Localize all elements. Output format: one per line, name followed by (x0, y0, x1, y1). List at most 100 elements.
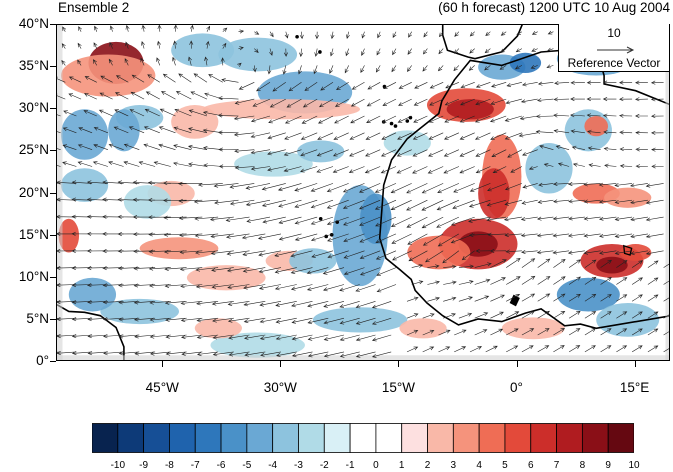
wind-vector (306, 284, 329, 291)
wind-vector (115, 75, 129, 83)
wind-vector (252, 98, 271, 107)
wind-vector (233, 115, 255, 121)
wind-vector (392, 31, 397, 39)
wind-vector (57, 301, 61, 302)
wind-vector (261, 183, 286, 191)
wind-vector (323, 334, 345, 341)
wind-vector (500, 31, 507, 36)
wind-vector (163, 198, 187, 203)
wind-vector (68, 93, 82, 100)
wind-vector (144, 108, 160, 117)
wind-vector (392, 250, 412, 261)
wind-vector (412, 149, 428, 157)
anomaly-shading (289, 248, 337, 274)
wind-vector (180, 317, 203, 323)
wind-vector (468, 216, 491, 223)
wind-vector (315, 31, 320, 40)
wind-vector (343, 233, 365, 243)
wind-vector (109, 25, 114, 32)
wind-vector (212, 351, 234, 357)
colorbar-level-label: -1 (345, 460, 355, 471)
wind-vector (645, 183, 664, 188)
wind-vector (552, 233, 570, 238)
longitude-tick-mark (280, 361, 282, 367)
wind-vector (57, 131, 61, 134)
wind-vector (504, 199, 522, 206)
wind-vector (453, 183, 475, 193)
wind-vector (206, 25, 210, 32)
wind-vector (454, 346, 467, 353)
wind-vector (234, 98, 255, 105)
wind-vector (427, 166, 444, 174)
wind-vector (150, 351, 171, 356)
colorbar-level-label: -10 (110, 460, 126, 471)
wind-vector (57, 114, 61, 117)
wind-vector (486, 199, 507, 207)
wind-vector (346, 31, 350, 39)
wind-vector (663, 263, 669, 268)
anomaly-shading (100, 298, 180, 325)
wind-vector (547, 47, 554, 52)
wind-vector (274, 267, 297, 274)
wind-vector (267, 132, 286, 140)
wind-vector (342, 199, 365, 209)
wind-vector (323, 284, 345, 292)
wind-vector (371, 317, 392, 325)
wind-vector (598, 182, 617, 187)
wind-vector (244, 351, 266, 357)
wind-vector (225, 233, 250, 239)
wind-vector (650, 80, 664, 85)
reference-arrow-icon (597, 46, 635, 54)
wind-vector (317, 115, 334, 124)
wind-vector (397, 132, 412, 140)
wind-vector (392, 48, 397, 56)
wind-vector (145, 91, 160, 100)
wind-vector (490, 277, 506, 285)
wind-vector (614, 199, 633, 205)
wind-vector (277, 183, 302, 192)
wind-vector (487, 183, 507, 192)
wind-vector (423, 31, 428, 38)
wind-vector (320, 82, 334, 91)
wind-vector (506, 82, 522, 88)
wind-vector (212, 334, 234, 340)
wind-vector (539, 144, 554, 150)
wind-vector (143, 126, 160, 134)
wind-vector (282, 65, 287, 75)
wind-vector (600, 294, 612, 302)
wind-vector (131, 74, 145, 83)
wind-vector (123, 143, 140, 150)
wind-vector (406, 296, 419, 302)
wind-vector (460, 98, 475, 106)
wind-vector (250, 166, 271, 171)
wind-vector (157, 25, 162, 32)
wind-vector (307, 317, 329, 325)
wind-vector (427, 280, 440, 285)
wind-vector (663, 280, 669, 285)
wind-vector (521, 250, 538, 254)
wind-vector (366, 115, 381, 124)
wind-vector (553, 199, 570, 204)
wind-vector (506, 276, 521, 285)
wind-vector (390, 199, 412, 210)
wind-vector (284, 115, 302, 124)
wind-vector (174, 108, 192, 117)
wind-vector (194, 216, 219, 221)
wind-vector (68, 76, 82, 83)
wind-vector (147, 74, 160, 83)
wind-vector (505, 98, 522, 105)
wind-vector (272, 82, 286, 92)
wind-vector (371, 334, 392, 342)
wind-vector (326, 183, 349, 193)
wind-vector (568, 293, 581, 302)
wind-vector (227, 317, 250, 323)
wind-vector (452, 199, 475, 210)
wind-vector (506, 293, 521, 302)
wind-vector (220, 57, 225, 66)
latitude-tick-label: 5°N (26, 310, 49, 326)
africa-coastline (378, 46, 669, 330)
wind-vector (602, 80, 617, 85)
wind-vector (173, 144, 192, 150)
wind-vector (283, 166, 302, 173)
wind-vector (663, 348, 669, 353)
